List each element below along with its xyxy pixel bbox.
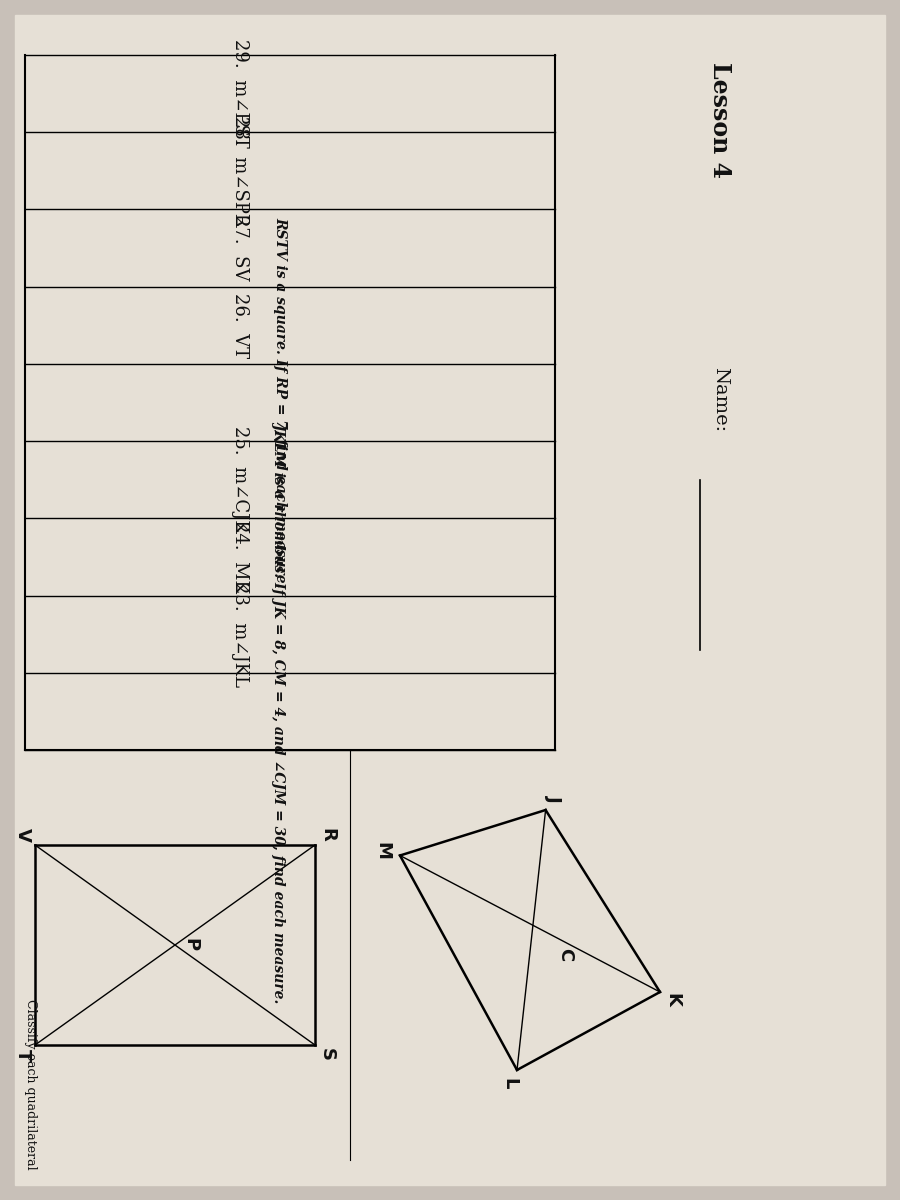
Text: K: K [663,994,681,1007]
Text: RSTV is a square. If RP = 7, find each measure.: RSTV is a square. If RP = 7, find each m… [273,217,287,588]
Text: S: S [318,1049,336,1062]
Text: T: T [14,1049,32,1061]
Text: R: R [318,828,336,842]
Text: Name:: Name: [711,367,729,432]
Text: 28.  m∠SPR: 28. m∠SPR [231,115,249,226]
Text: Lesson 4: Lesson 4 [708,62,732,178]
Text: JKLM is a rhombus. If JK = 8, CM = 4, and ∠CJM = 30, find each measure.: JKLM is a rhombus. If JK = 8, CM = 4, an… [273,421,287,1002]
Text: 26.  VT: 26. VT [231,293,249,358]
Text: 29.  m∠PST: 29. m∠PST [231,40,249,148]
Text: 24.  MK: 24. MK [231,521,249,593]
Text: L: L [500,1079,518,1090]
Text: V: V [14,828,32,842]
Text: P: P [181,938,199,952]
Text: 25.  m∠CJK: 25. m∠CJK [231,426,249,533]
Text: M: M [373,841,391,859]
Text: 23.  m∠JKL: 23. m∠JKL [231,582,249,686]
Text: C: C [556,948,574,961]
Text: J: J [544,794,562,802]
Polygon shape [15,14,885,1186]
Text: 27.  SV: 27. SV [231,215,249,281]
Text: Classify each quadrilateral: Classify each quadrilateral [23,1000,37,1170]
